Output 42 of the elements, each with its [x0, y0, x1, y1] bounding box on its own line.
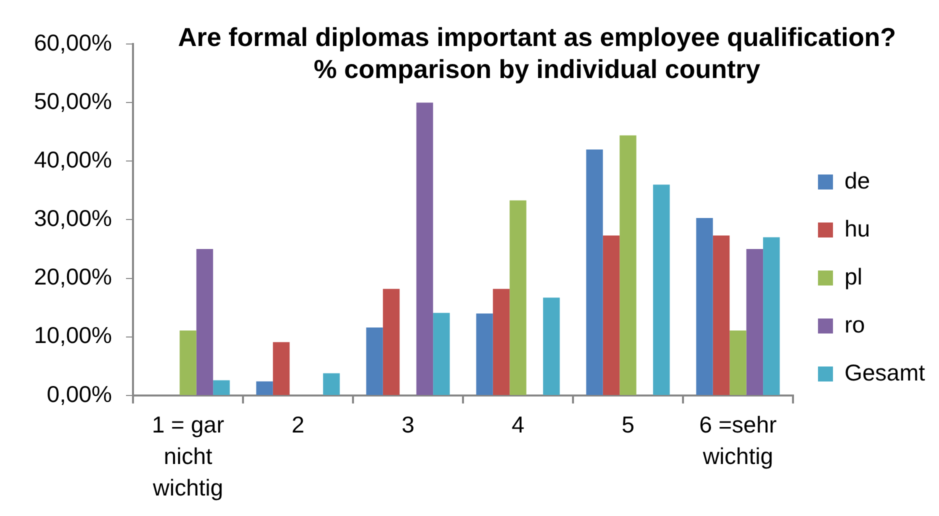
bar — [746, 249, 764, 395]
bar — [272, 342, 290, 395]
y-tick-label: 40,00% — [34, 146, 112, 172]
y-tick-label: 10,00% — [34, 322, 112, 348]
bar — [256, 381, 273, 395]
legend-label: pl — [844, 263, 862, 290]
bar — [763, 237, 780, 395]
bar — [196, 249, 214, 395]
bar — [696, 218, 713, 395]
legend-label: hu — [844, 215, 870, 242]
bar — [653, 184, 670, 395]
bar — [620, 135, 636, 395]
legend-label: ro — [844, 311, 865, 338]
bar — [586, 149, 603, 395]
chart-title: Are formal diplomas important as employee qualification? % comparison by individual country — [176, 21, 898, 85]
x-tick-label: 5 — [622, 412, 634, 438]
bar — [510, 200, 526, 395]
legend-label: de — [844, 167, 870, 194]
bar — [492, 288, 510, 395]
x-tick-label: 6 =sehr wichtig — [699, 412, 777, 470]
y-tick-label: 60,00% — [34, 29, 112, 56]
x-tick-label: 1 = gar nicht wichtig — [152, 412, 224, 501]
bar — [433, 312, 450, 395]
bar — [213, 380, 230, 395]
y-tick-label: 50,00% — [34, 88, 112, 114]
bar — [382, 288, 400, 395]
y-tick-label: 20,00% — [34, 264, 112, 290]
bar — [366, 328, 383, 395]
bar — [712, 236, 730, 395]
bar — [602, 236, 620, 395]
x-tick-label: 4 — [512, 412, 525, 438]
legend-label: Gesamt — [844, 359, 926, 386]
x-tick-label: 2 — [292, 412, 304, 438]
y-tick-label: 30,00% — [34, 205, 112, 232]
bar — [730, 330, 746, 395]
bar — [476, 313, 493, 395]
bar — [416, 102, 434, 395]
x-tick-label: 3 — [402, 412, 414, 438]
y-tick-label: 0,00% — [46, 380, 112, 407]
bar — [323, 373, 340, 395]
bar — [180, 330, 196, 395]
bar — [543, 298, 560, 395]
